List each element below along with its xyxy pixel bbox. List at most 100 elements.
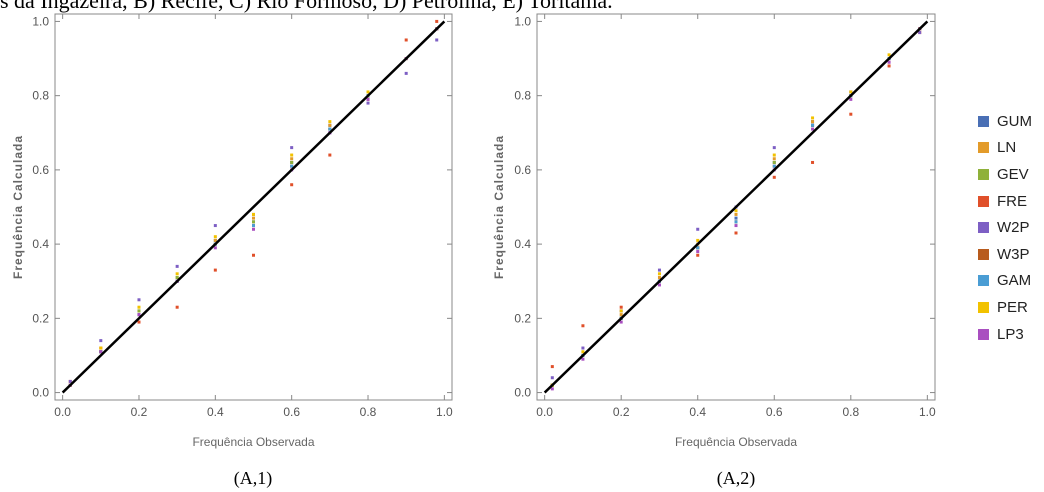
data-point — [175, 276, 179, 280]
x-tick-label: 0.4 — [689, 405, 706, 419]
x-tick-label: 0.0 — [54, 405, 71, 419]
data-point — [696, 246, 700, 250]
data-point — [99, 346, 103, 350]
data-point — [772, 157, 776, 161]
data-point — [290, 164, 294, 168]
y-tick-label: 0.2 — [32, 311, 49, 325]
y-tick-label: 0.0 — [514, 386, 531, 400]
data-point — [734, 224, 738, 228]
data-point — [252, 220, 255, 224]
data-point — [328, 123, 332, 127]
data-point — [137, 305, 141, 309]
x-tick-label: 0.0 — [536, 405, 553, 419]
data-point — [213, 246, 217, 250]
data-point — [290, 153, 294, 157]
data-point — [252, 227, 255, 231]
data-point — [550, 376, 554, 380]
x-tick-label: 0.6 — [766, 405, 783, 419]
data-point — [772, 146, 776, 150]
data-point — [772, 160, 776, 164]
data-point — [252, 224, 255, 228]
data-point — [734, 220, 738, 224]
series-w2p — [550, 31, 922, 380]
data-point — [252, 212, 255, 216]
data-point — [328, 127, 332, 131]
data-point — [137, 320, 141, 324]
y-tick-label: 0.2 — [514, 311, 531, 325]
y-tick-label: 0.4 — [32, 237, 49, 251]
legend-item-per: PER — [978, 294, 1032, 321]
data-point — [404, 71, 408, 75]
panel-2: 0.0 0.2 0.4 0.6 0.8 1.0 0.0 0.2 0.4 0.6 0.8 1.0 Freq… — [492, 13, 936, 489]
legend-swatch — [978, 115, 989, 127]
legend-label: GAM — [997, 272, 1032, 290]
legend-item-w2p: W2P — [978, 214, 1032, 241]
reference-line — [61, 20, 446, 394]
panel-1: 0.0 0.2 0.4 0.6 0.8 1.0 0.0 0.2 0.4 0.6 0.8 1.0 Freq… — [11, 13, 453, 489]
x-tick-label: 0.4 — [207, 405, 224, 419]
legend-item-lp3: LP3 — [978, 321, 1032, 348]
legend-item-gum: GUM — [978, 108, 1032, 135]
legend: GUM LN GEV FRE W2P W3P GAM PER LP3 — [978, 108, 1032, 347]
legend-swatch — [978, 275, 989, 287]
data-point — [657, 283, 661, 287]
legend-swatch — [978, 168, 989, 180]
data-point — [366, 97, 370, 101]
legend-swatch — [978, 195, 989, 207]
y-tick-label: 1.0 — [514, 14, 531, 28]
data-point — [175, 272, 179, 276]
data-point — [734, 209, 738, 213]
legend-item-fre: FRE — [978, 188, 1032, 215]
legend-label: LP3 — [997, 325, 1024, 343]
data-point — [811, 116, 815, 120]
y-axis-label: Frequência Calculada — [11, 135, 25, 279]
data-point — [290, 157, 294, 161]
data-point — [811, 160, 815, 164]
data-point — [213, 224, 217, 228]
data-point — [137, 298, 141, 302]
data-point — [550, 387, 554, 391]
data-point — [887, 64, 891, 68]
data-point — [619, 313, 623, 317]
data-point — [581, 324, 585, 328]
data-point — [290, 160, 294, 164]
data-point — [696, 238, 700, 242]
data-point — [581, 357, 585, 361]
x-tick-label: 0.2 — [131, 405, 148, 419]
figure-caption-line: s da Ingazeira, B) Recife, C) Rio Formos… — [0, 0, 613, 13]
plot-frame — [536, 13, 936, 401]
data-point — [290, 146, 294, 150]
legend-swatch — [978, 301, 989, 313]
data-point — [290, 183, 294, 187]
data-point — [772, 153, 776, 157]
x-axis-label: Frequência Observada — [192, 435, 314, 449]
data-point — [213, 268, 217, 272]
data-point — [619, 309, 623, 313]
x-axis-label: Frequência Observada — [675, 435, 797, 449]
data-point — [252, 216, 255, 220]
data-point — [887, 60, 891, 64]
data-point — [328, 153, 332, 157]
y-tick-label: 1.0 — [32, 14, 49, 28]
y-tick-label: 0.4 — [514, 237, 531, 251]
data-point — [849, 97, 853, 101]
panel-label: (A,2) — [717, 468, 756, 489]
reference-line — [543, 20, 929, 394]
data-point — [366, 101, 370, 105]
data-point — [137, 313, 141, 317]
data-point — [696, 227, 700, 231]
legend-item-gam: GAM — [978, 268, 1032, 295]
legend-item-w3p: W3P — [978, 241, 1032, 268]
data-point — [435, 38, 439, 42]
data-point — [99, 350, 103, 354]
data-point — [581, 350, 585, 354]
legend-label: FRE — [997, 192, 1027, 210]
legend-swatch — [978, 328, 989, 340]
data-point — [696, 253, 700, 257]
legend-item-ln: LN — [978, 135, 1032, 162]
legend-swatch — [978, 248, 989, 260]
data-point — [849, 112, 853, 116]
y-tick-label: 0.0 — [32, 386, 49, 400]
data-point — [657, 276, 661, 280]
